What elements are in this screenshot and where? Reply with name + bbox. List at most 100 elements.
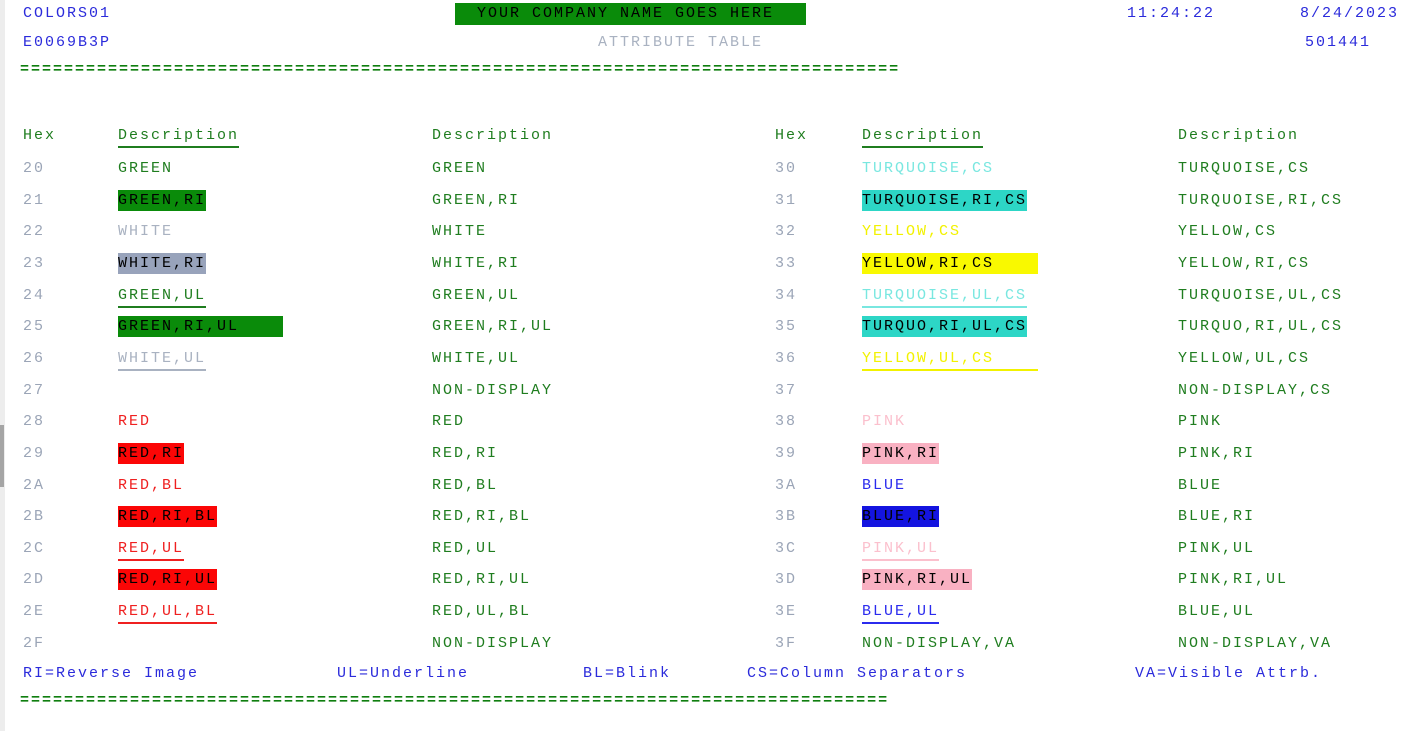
description-cell: BLUE,UL (1178, 603, 1256, 621)
attribute-sample: GREEN,RI,UL (118, 316, 284, 338)
description-column-header: Description (862, 125, 984, 148)
hex-code: 2C (23, 539, 46, 557)
table-row: 2D RED,RI,UL RED,RI,UL 3D PINK,RI,UL PINK,RI,… (0, 569, 1409, 591)
legend-item: BL=Blink (583, 665, 672, 682)
hex-code: 37 (775, 381, 798, 399)
table-row: 28 RED RED 38 PINK PINK (0, 411, 1409, 433)
description-column-header: Description (118, 125, 240, 148)
hex-column-header: Hex (23, 127, 57, 144)
column-header-row: Hex Description Description Hex Descript… (0, 125, 1409, 148)
description-cell: RED,RI,BL (432, 508, 532, 526)
description-cell: PINK,RI (1178, 444, 1256, 462)
description-cell: NON-DISPLAY,VA (1178, 634, 1333, 652)
hex-code: 38 (775, 413, 798, 431)
description-cell: PINK,RI,UL (1178, 571, 1289, 589)
legend-item: UL=Underline (337, 665, 470, 682)
left-edge (0, 0, 5, 731)
attribute-sample: RED,UL,BL (118, 601, 218, 625)
table-row: 26 WHITE,UL WHITE,UL 36 YELLOW,UL,CS YELLOW,… (0, 348, 1409, 371)
description-cell: WHITE,RI (432, 254, 521, 272)
job-number: 501441 (1305, 34, 1372, 51)
system-time: 11:24:22 (1127, 5, 1216, 22)
scrollbar-thumb[interactable] (0, 425, 4, 487)
legend-item: RI=Reverse Image (23, 665, 200, 682)
hex-code: 26 (23, 349, 46, 367)
attribute-sample: WHITE (118, 223, 174, 241)
attribute-sample: RED,RI,UL (118, 569, 218, 591)
separator-top: ========================================… (20, 61, 901, 78)
description-cell: YELLOW,RI,CS (1178, 254, 1311, 272)
table-row: 2A RED,BL RED,BL 3A BLUE BLUE (0, 475, 1409, 497)
system-date: 8/24/2023 (1300, 5, 1400, 22)
attribute-sample: WHITE,RI (118, 252, 207, 274)
description-cell: GREEN,RI,UL (432, 318, 554, 336)
hex-code: 27 (23, 381, 46, 399)
hex-code: 3A (775, 476, 798, 494)
hex-code: 3B (775, 508, 798, 526)
panel-id: E0069B3P (23, 34, 112, 51)
description-cell: PINK (1178, 413, 1223, 431)
table-row: 25 GREEN,RI,UL GREEN,RI,UL 35 TURQUO,RI,UL,… (0, 316, 1409, 338)
hex-code: 3F (775, 634, 798, 652)
hex-code: 39 (775, 444, 798, 462)
description-cell: RED,RI (432, 444, 499, 462)
description-cell: RED,RI,UL (432, 571, 532, 589)
attribute-sample: RED,RI,BL (118, 506, 218, 528)
hex-code: 21 (23, 191, 46, 209)
description-cell: RED (432, 413, 466, 431)
description-cell: PINK,UL (1178, 539, 1256, 557)
attribute-sample: TURQUOISE,UL,CS (862, 285, 1028, 308)
table-row: 2E RED,UL,BL RED,UL,BL 3E BLUE,UL BLUE,UL (0, 601, 1409, 625)
attribute-sample: TURQUOISE,CS (862, 160, 995, 177)
attribute-sample: PINK,UL (862, 538, 940, 561)
company-banner: YOUR COMPANY NAME GOES HERE (455, 3, 807, 25)
description-cell: TURQUO,RI,UL,CS (1178, 318, 1344, 336)
attribute-sample: TURQUO,RI,UL,CS (862, 316, 1028, 338)
hex-code: 32 (775, 223, 798, 241)
table-row: 20 GREEN GREEN 30 TURQUOISE,CS TURQUOISE,CS (0, 158, 1409, 180)
description-cell: TURQUOISE,RI,CS (1178, 191, 1344, 209)
description-cell: TURQUOISE,CS (1178, 160, 1311, 177)
hex-code: 34 (775, 286, 798, 304)
attribute-sample: GREEN (118, 160, 174, 177)
attribute-sample: GREEN,RI (118, 189, 207, 211)
legend-item: VA=Visible Attrb. (1135, 665, 1323, 682)
attribute-sample: RED,UL (118, 538, 185, 561)
description-column-header: Description (1178, 127, 1300, 144)
description-cell: GREEN (432, 160, 488, 177)
legend-item: CS=Column Separators (747, 665, 968, 682)
attribute-sample: BLUE,RI (862, 506, 940, 528)
table-row: 29 RED,RI RED,RI 39 PINK,RI PINK,RI (0, 442, 1409, 465)
attribute-sample: BLUE (862, 476, 907, 494)
description-cell: RED,UL (432, 539, 499, 557)
table-row: 24 GREEN,UL GREEN,UL 34 TURQUOISE,UL,CS TURQU… (0, 285, 1409, 308)
hex-column-header: Hex (775, 127, 809, 144)
attribute-sample: RED (118, 413, 152, 431)
description-cell: WHITE,UL (432, 349, 521, 367)
description-cell: RED,BL (432, 476, 499, 494)
table-row: 27 NON-DISPLAY 37 NON-DISPLAY,CS (0, 380, 1409, 402)
legend-row: RI=Reverse Image UL=Underline BL=Blink CS=C… (0, 663, 1409, 685)
description-cell: GREEN,UL (432, 286, 521, 304)
hex-code: 3C (775, 539, 798, 557)
hex-code: 33 (775, 254, 798, 272)
attribute-sample: PINK,RI (862, 442, 940, 464)
table-row: 2F NON-DISPLAY 3F NON-DISPLAY,VA NON-DISPLAY… (0, 633, 1409, 655)
description-cell: NON-DISPLAY (432, 634, 554, 652)
attribute-sample: TURQUOISE,RI,CS (862, 189, 1028, 211)
attribute-sample: PINK,RI,UL (862, 569, 973, 591)
attribute-sample: YELLOW,UL,CS (862, 348, 1039, 371)
page-title: ATTRIBUTE TABLE (598, 34, 764, 51)
hex-code: 36 (775, 349, 798, 367)
table-row: 22 WHITE WHITE 32 YELLOW,CS YELLOW,CS (0, 221, 1409, 243)
separator-bottom: ========================================… (20, 692, 890, 709)
description-cell: RED,UL,BL (432, 603, 532, 621)
hex-code: 2E (23, 603, 46, 621)
attribute-sample: WHITE,UL (118, 348, 207, 371)
description-column-header: Description (432, 127, 554, 144)
hex-code: 2A (23, 476, 46, 494)
attribute-sample: YELLOW,CS (862, 223, 962, 241)
hex-code: 28 (23, 413, 46, 431)
attribute-sample: PINK (862, 413, 907, 431)
